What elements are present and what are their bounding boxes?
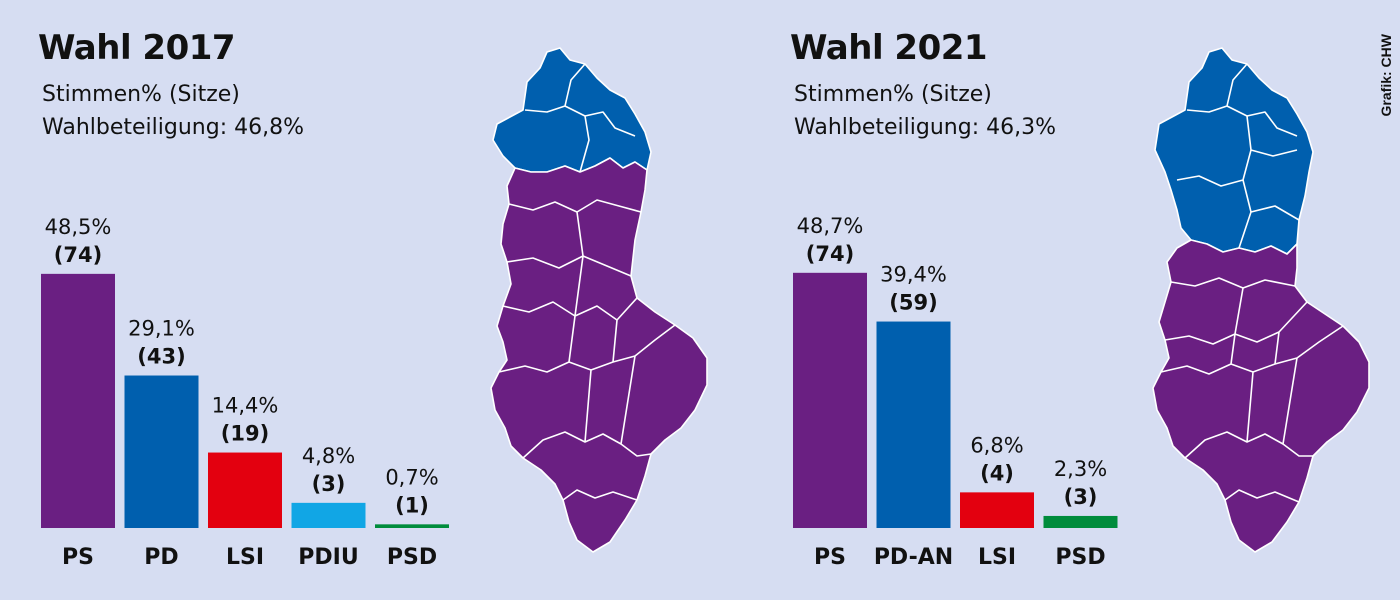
bar-psd <box>375 524 449 528</box>
bar-ps <box>41 273 115 528</box>
bar-psd <box>1043 515 1118 528</box>
value-label: 6,8% <box>970 433 1023 457</box>
bar-pd-an <box>876 321 951 528</box>
panel-2021: Wahl 2021 Stimmen% (Sitze) Wahlbeteiligu… <box>752 0 1400 600</box>
category-label: PDIU <box>298 545 358 570</box>
seat-label: (74) <box>806 242 854 266</box>
bar-chart-2017: 48,5% (74) PS 29,1% (43) PD 14,4% (19) LSI 4,8% (3… <box>41 215 449 570</box>
map-region-south <box>490 157 708 553</box>
category-label: PSD <box>1055 545 1105 570</box>
chart-title: Wahl 2021 <box>790 28 988 68</box>
value-label: 48,7% <box>797 214 864 238</box>
bar-lsi <box>208 452 282 528</box>
seat-label: (4) <box>980 461 1014 485</box>
bar-pdiu <box>291 502 366 528</box>
map-region-south <box>1152 239 1370 553</box>
value-label: 39,4% <box>880 263 947 287</box>
seat-label: (1) <box>395 493 429 517</box>
chart-subtitle: Stimmen% (Sitze) <box>42 82 240 107</box>
value-label: 4,8% <box>302 444 355 468</box>
category-label: PSD <box>387 545 437 570</box>
category-label: LSI <box>978 545 1016 570</box>
turnout-label: Wahlbeteiligung: 46,8% <box>42 115 304 140</box>
seat-label: (43) <box>137 345 185 369</box>
value-label: 0,7% <box>385 465 438 489</box>
category-label: PD <box>144 545 178 570</box>
panel-2017: Wahl 2017 Stimmen% (Sitze) Wahlbeteiligu… <box>38 28 708 570</box>
bar-pd <box>124 375 199 528</box>
chart-subtitle: Stimmen% (Sitze) <box>794 82 992 107</box>
bar-lsi <box>960 492 1034 528</box>
value-label: 29,1% <box>128 317 195 341</box>
seat-label: (59) <box>889 291 937 315</box>
category-label: PS <box>62 545 94 570</box>
seat-label: (3) <box>1064 485 1098 509</box>
turnout-label: Wahlbeteiligung: 46,3% <box>794 115 1056 140</box>
credit-label: Grafik: CHW <box>1378 34 1394 117</box>
bar-ps <box>793 272 867 528</box>
albania-map-2021 <box>1152 47 1370 553</box>
category-label: LSI <box>226 545 264 570</box>
seat-label: (74) <box>54 243 102 267</box>
value-label: 48,5% <box>45 215 112 239</box>
seat-label: (19) <box>221 422 269 446</box>
chart-title: Wahl 2017 <box>38 28 236 68</box>
category-label: PD-AN <box>874 545 953 570</box>
seat-label: (3) <box>312 472 346 496</box>
bar-chart-2021: 48,7% (74) PS 39,4% (59) PD-AN 6,8% (4) LSI 2,3% (… <box>793 214 1118 570</box>
value-label: 2,3% <box>1054 457 1107 481</box>
albania-map-2017 <box>490 47 708 553</box>
category-label: PS <box>814 545 846 570</box>
value-label: 14,4% <box>212 394 279 418</box>
